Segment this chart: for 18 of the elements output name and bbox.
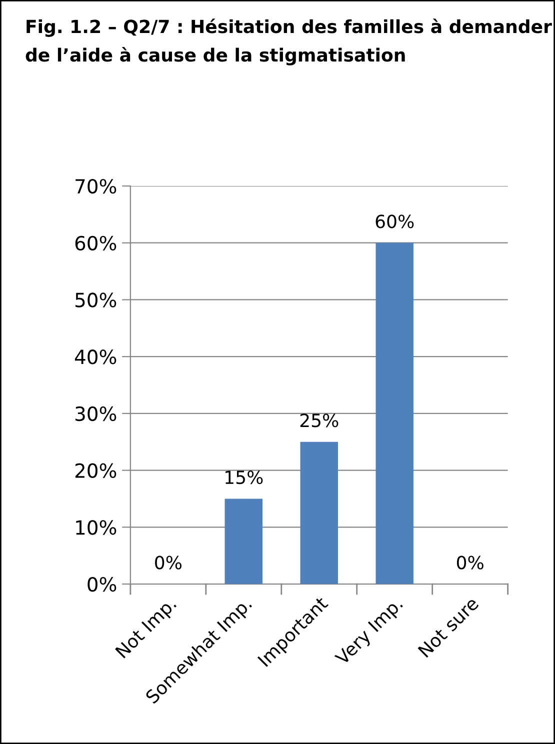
data-label: 0% — [456, 556, 484, 570]
bar — [300, 442, 338, 584]
bar — [376, 242, 414, 584]
data-label: 60% — [376, 214, 414, 228]
y-tick-label: 10% — [76, 520, 116, 535]
y-tick-label: 50% — [76, 292, 116, 308]
y-tick-label: 0% — [88, 576, 116, 592]
y-tick-label: 70% — [76, 178, 116, 194]
bar — [224, 498, 263, 584]
y-tick-label: 60% — [75, 236, 116, 251]
y-tick-label: 40% — [74, 350, 116, 364]
data-label: 0% — [155, 556, 182, 570]
x-tick-label: Not Imp. — [115, 596, 180, 662]
y-tick-label: 20% — [75, 463, 116, 478]
data-label: 15% — [226, 470, 263, 484]
chart-title: Fig. 1.2 – Q2/7 : Hésitation des familles à demander de l’aide à cause de la stigmatisation — [26, 18, 552, 66]
data-label: 25% — [300, 414, 338, 428]
y-tick-label: 30% — [75, 406, 116, 422]
